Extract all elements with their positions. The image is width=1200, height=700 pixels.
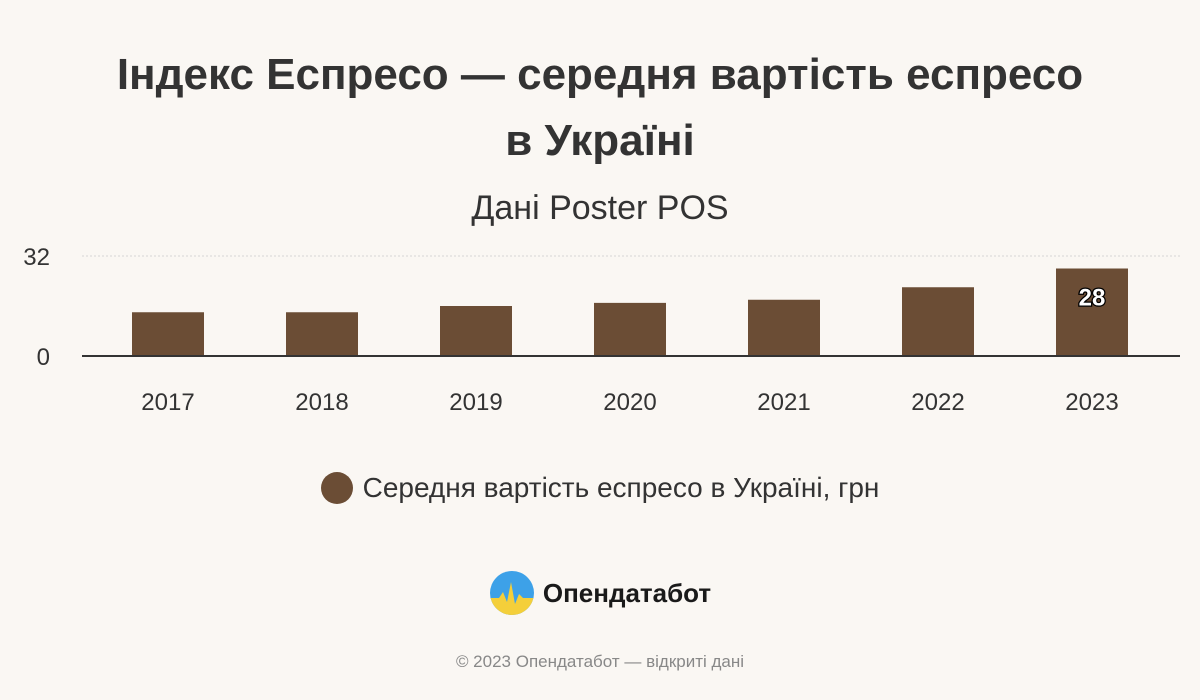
data-label: 28: [1079, 285, 1106, 312]
x-tick-label: 2022: [911, 389, 964, 416]
opendatabot-logo-icon: [489, 571, 534, 615]
bar: [440, 306, 512, 356]
footer-copyright: © 2023 Опендатабот — відкриті дані: [455, 652, 745, 671]
chart-subtitle: Дані Poster POS: [471, 189, 729, 227]
bar: [286, 312, 358, 356]
bar: [748, 299, 820, 356]
x-tick-label: 2018: [295, 389, 348, 416]
y-tick-label: 32: [23, 244, 50, 271]
brand[interactable]: Опендатабот: [0, 570, 1200, 616]
bar: [594, 302, 666, 356]
x-tick-label: 2020: [603, 389, 656, 416]
legend-swatch: [320, 472, 353, 504]
legend-label: Середня вартість еспресо в Україні, грн: [362, 472, 880, 503]
x-tick-label: 2017: [141, 389, 194, 416]
x-tick-label: 2023: [1065, 389, 1118, 416]
y-tick-label: 0: [37, 344, 50, 371]
x-tick-label: 2021: [757, 389, 810, 416]
x-tick-label: 2019: [449, 389, 502, 416]
chart-title: Індекс Еспресо — середня вартість еспрес…: [116, 50, 1084, 165]
bar: [902, 287, 974, 356]
bar-chart: 0 32 28 2017 2018 2019 2020 2021 2022 2023: [23, 244, 1180, 416]
bar: [1056, 268, 1128, 356]
brand-name: Опендатабот: [542, 577, 712, 608]
bar: [132, 312, 204, 356]
legend[interactable]: Середня вартість еспресо в Україні, грн: [0, 472, 1200, 504]
